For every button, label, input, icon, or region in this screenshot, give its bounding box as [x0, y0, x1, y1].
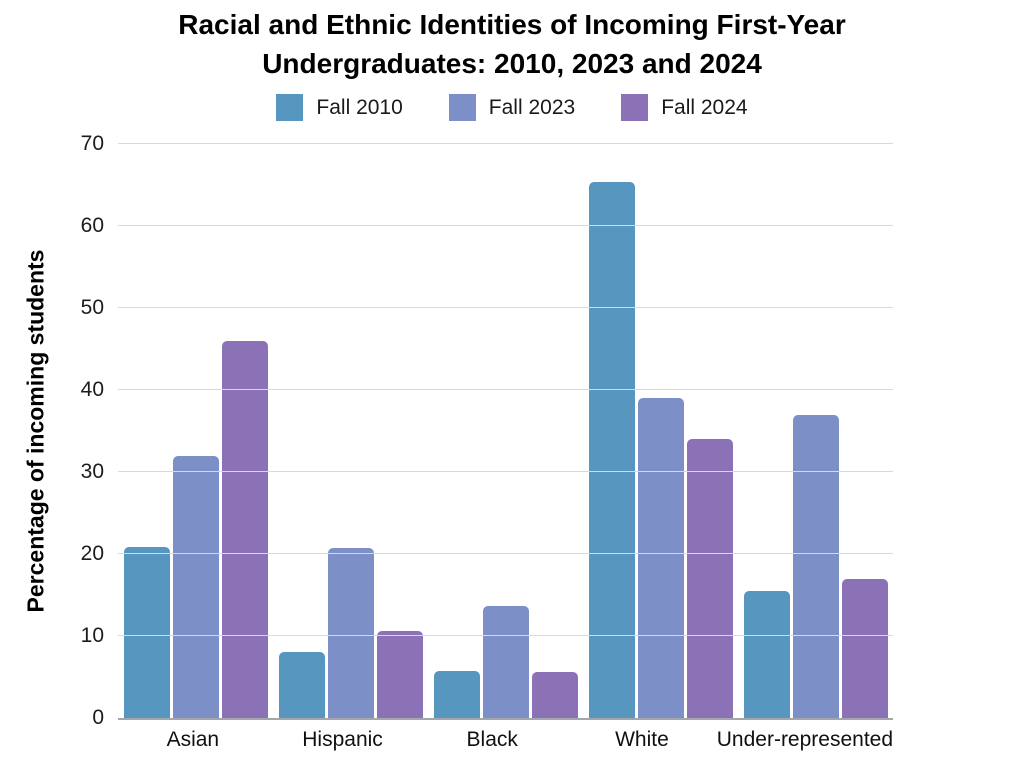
bar-white-fall-2024: [686, 439, 733, 718]
gridline-70: [118, 143, 893, 144]
bar-group-asian: [118, 144, 273, 718]
bar-under-represented-fall-2023: [792, 414, 839, 718]
y-tick-label-0: 0: [92, 706, 104, 729]
bar-hispanic-fall-2024: [376, 631, 423, 718]
gridline-20: [118, 553, 893, 554]
legend-swatch-icon: [276, 94, 304, 121]
legend-item-fall-2010: Fall 2010: [276, 94, 403, 121]
gridline-30: [118, 471, 893, 472]
legend-swatch-icon: [621, 94, 649, 121]
bar-group-hispanic: [273, 144, 428, 718]
legend-label: Fall 2010: [316, 95, 403, 119]
gridline-50: [118, 307, 893, 308]
legend-item-fall-2023: Fall 2023: [448, 94, 576, 121]
bar-group-black: [428, 144, 583, 718]
bar-under-represented-fall-2010: [743, 590, 790, 718]
gridline-10: [118, 635, 893, 636]
y-tick-label-30: 30: [80, 460, 104, 483]
bar-black-fall-2024: [531, 672, 578, 718]
legend-label: Fall 2024: [661, 95, 748, 119]
bar-hispanic-fall-2010: [278, 652, 325, 718]
bar-black-fall-2023: [482, 605, 529, 718]
x-label-white: White: [615, 728, 669, 751]
bar-asian-fall-2023: [172, 455, 219, 718]
bars-row: [118, 144, 893, 718]
bar-asian-fall-2024: [221, 340, 268, 718]
gridline-60: [118, 225, 893, 226]
bar-hispanic-fall-2023: [327, 548, 374, 718]
bar-under-represented-fall-2024: [841, 578, 888, 718]
legend: Fall 2010 Fall 2023 Fall 2024: [0, 94, 1024, 121]
x-label-black: Black: [466, 728, 518, 751]
plot-area: [118, 143, 893, 720]
x-label-hispanic: Hispanic: [302, 728, 383, 751]
y-tick-label-40: 40: [80, 378, 104, 401]
chart-title-text: Racial and Ethnic Identities of Incoming…: [178, 9, 846, 79]
legend-swatch-icon: [448, 94, 476, 121]
bar-white-fall-2010: [588, 181, 635, 718]
legend-item-fall-2024: Fall 2024: [621, 94, 748, 121]
bar-group-under-represented: [738, 144, 893, 718]
y-tick-label-50: 50: [80, 296, 104, 319]
bar-black-fall-2010: [433, 671, 480, 718]
x-label-asian: Asian: [166, 728, 220, 751]
bar-asian-fall-2010: [123, 547, 170, 718]
y-tick-label-70: 70: [80, 132, 104, 155]
y-tick-label-20: 20: [80, 542, 104, 565]
chart-title: Racial and Ethnic Identities of Incoming…: [0, 6, 1024, 83]
legend-label: Fall 2023: [488, 95, 576, 119]
y-tick-label-10: 10: [80, 624, 104, 647]
gridline-40: [118, 389, 893, 390]
x-axis-labels: Asian Hispanic Black White Under-represented: [118, 728, 893, 752]
y-tick-label-60: 60: [80, 214, 104, 237]
bar-group-white: [583, 144, 738, 718]
bar-white-fall-2023: [637, 398, 684, 718]
x-label-under-represented: Under-represented: [716, 728, 894, 751]
